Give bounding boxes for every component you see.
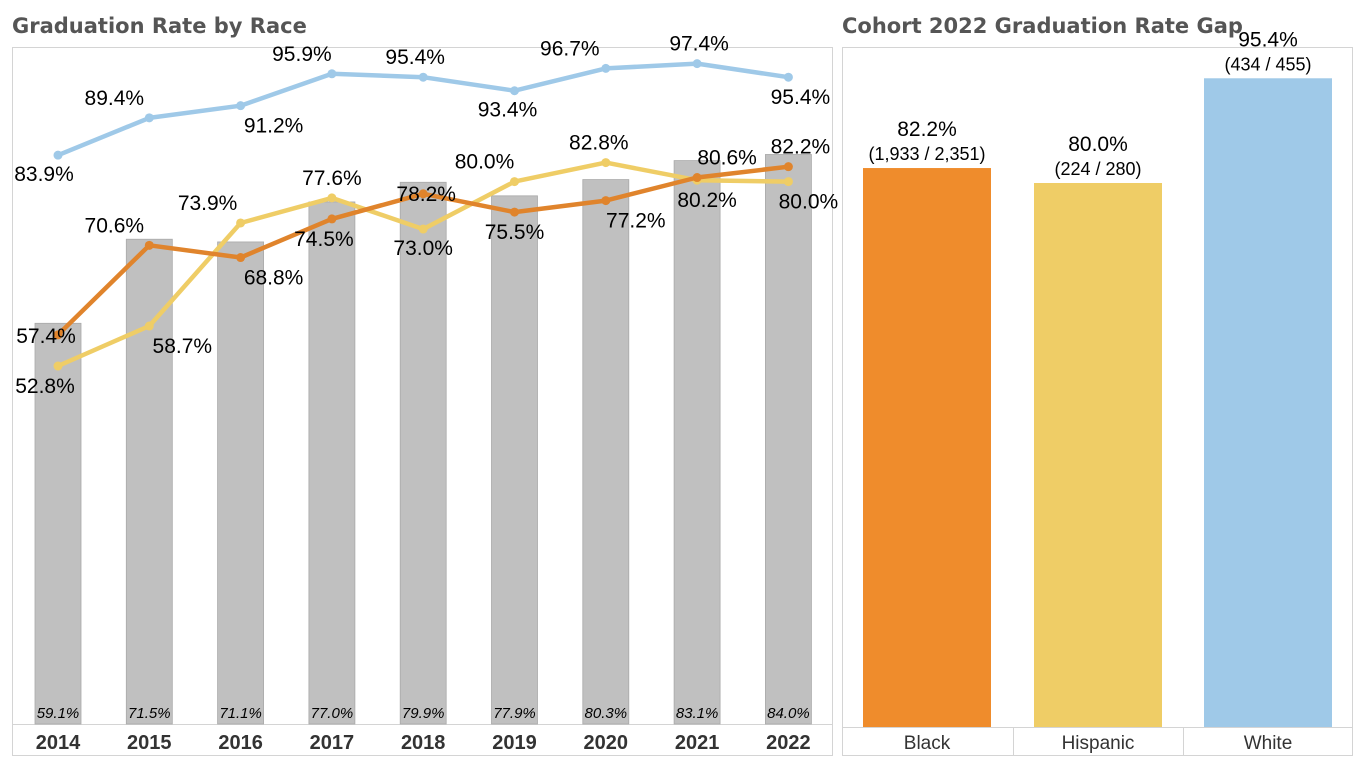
hispanic-rate-point [601,158,611,168]
overall-rate-bar [765,154,812,725]
black-rate-label: 78.2% [396,183,456,206]
black-rate-point [510,207,519,217]
year-tick-label: 2018 [401,732,446,754]
left-chart-title: Graduation Rate by Race [12,14,307,38]
overall-rate-label: 71.5% [128,705,171,722]
white-rate-label: 89.4% [85,87,145,110]
overall-rate-bar [582,179,630,725]
hispanic-rate-label: 73.0% [393,237,453,260]
black-rate-point [783,162,793,172]
gap-category-label: White [1244,733,1293,754]
white-rate-point [510,86,519,96]
hispanic-rate-label: 82.8% [569,132,629,155]
hispanic-rate-point [327,193,337,203]
hispanic-rate-point [53,361,63,371]
gap-rate-label: 82.2% [897,118,957,141]
overall-rate-bar [399,181,447,725]
white-rate-label: 83.9% [14,163,74,186]
gap-rate-label: 80.0% [1068,133,1128,156]
hispanic-rate-label: 58.7% [153,335,213,358]
hispanic-rate-point [783,177,793,187]
black-rate-label: 80.6% [697,147,757,170]
hispanic-rate-point [144,321,154,331]
overall-rate-bar [673,160,721,725]
black-rate-point [236,253,246,263]
right-chart-title: Cohort 2022 Graduation Rate Gap [842,14,1243,38]
year-tick-label: 2019 [492,732,537,754]
white-rate-label: 96.7% [540,37,600,60]
black-rate-point [601,196,611,206]
overall-rate-bar [217,241,265,725]
hispanic-rate-label: 73.9% [178,192,238,215]
white-rate-point [53,150,63,160]
black-rate-label: 75.5% [485,221,545,244]
overall-rate-label: 79.9% [402,705,445,722]
black-rate-label: 82.2% [771,136,831,159]
overall-rate-bar [308,201,356,725]
black-rate-point [53,330,63,340]
white-rate-point [144,113,154,123]
hispanic-rate-point [510,177,519,187]
white-rate-label: 93.4% [478,99,538,122]
year-tick-label: 2015 [127,732,172,754]
overall-rate-bar [125,238,173,725]
black-rate-label: 57.4% [16,325,76,348]
left-chart-frame [12,47,833,756]
year-tick-label: 2016 [218,732,263,754]
year-tick-label: 2017 [310,732,355,754]
overall-rate-label: 59.1% [37,705,80,722]
hispanic-gap-bar [1034,183,1162,727]
hispanic-rate-label: 52.8% [15,375,75,398]
overall-rate-label: 80.3% [585,705,628,722]
white-rate-label: 95.4% [771,86,831,109]
black-rate-point [144,240,154,250]
year-tick-label: 2021 [675,732,720,754]
hispanic-rate-label: 80.0% [779,191,839,214]
hispanic-rate-point [418,224,428,234]
right-chart-frame [842,47,1353,756]
black-rate-label: 70.6% [85,214,145,237]
overall-rate-label: 71.1% [219,705,262,722]
year-tick-label: 2014 [36,732,81,754]
white-rate-label: 95.9% [272,43,332,66]
overall-rate-label: 84.0% [767,705,810,722]
black-rate-point [327,214,337,224]
white-rate-point [601,63,611,73]
black-rate-label: 68.8% [244,267,304,290]
gap-count-label: (434 / 455) [1224,54,1311,74]
black-gap-bar [863,168,991,728]
year-tick-label: 2020 [584,732,629,754]
white-rate-point [418,72,428,82]
hispanic-rate-point [236,218,246,228]
black-rate-label: 74.5% [294,228,354,251]
gap-category-label: Black [904,733,951,754]
overall-rate-bar [491,195,538,725]
white-rate-point [692,59,702,69]
overall-rate-bar [34,322,82,725]
overall-rate-label: 77.9% [493,705,536,722]
hispanic-rate-label: 77.6% [302,167,362,190]
white-rate-label: 97.4% [669,33,729,56]
overall-rate-label: 77.0% [311,705,354,722]
black-rate-label: 77.2% [606,210,666,233]
overall-rate-label: 83.1% [676,705,719,722]
gap-category-label: Hispanic [1062,733,1135,754]
black-rate-point [692,173,702,183]
white-rate-point [327,69,337,79]
white-rate-label: 95.4% [385,46,445,69]
white-gap-bar [1204,78,1332,727]
hispanic-rate-label: 80.0% [455,151,515,174]
gap-count-label: (1,933 / 2,351) [868,144,985,164]
hispanic-rate-label: 80.2% [677,189,737,212]
gap-count-label: (224 / 280) [1054,159,1141,179]
white-rate-label: 91.2% [244,115,304,138]
black-rate-point [418,189,428,199]
white-rate-point [783,72,793,82]
year-tick-label: 2022 [766,732,811,754]
white-rate-point [236,101,246,111]
gap-rate-label: 95.4% [1238,28,1298,51]
